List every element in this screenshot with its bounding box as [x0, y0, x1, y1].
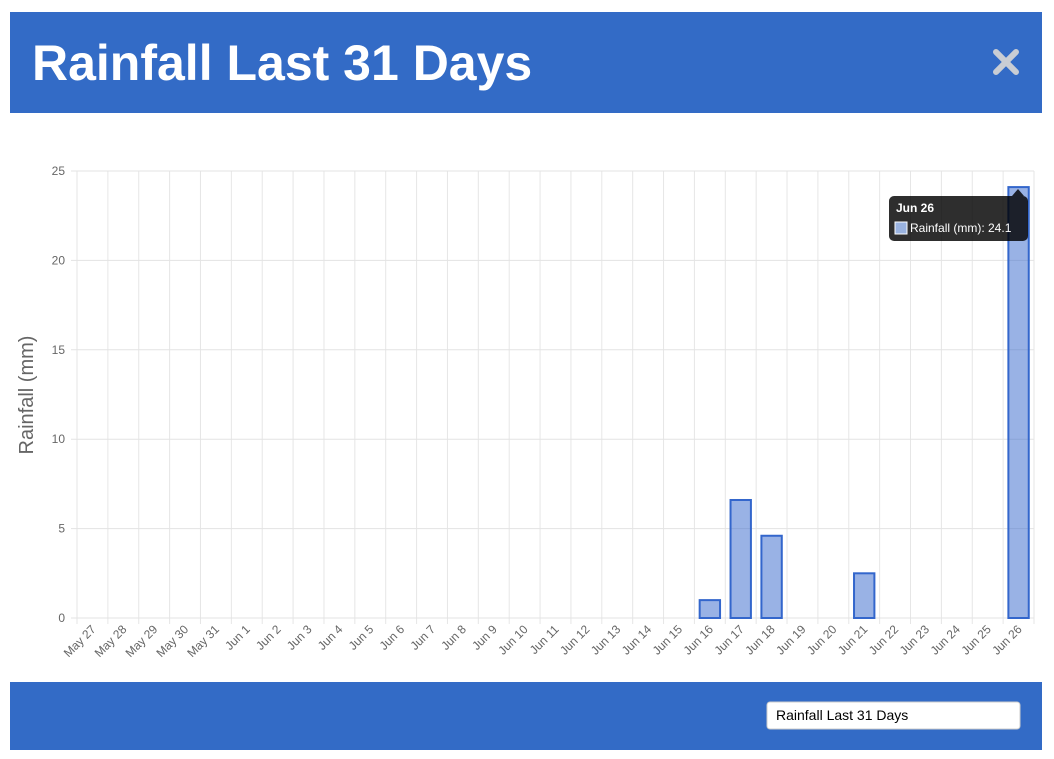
- y-tick-label: 0: [58, 611, 65, 625]
- chart-area: [10, 113, 1042, 682]
- modal-title: Rainfall Last 31 Days: [32, 35, 532, 91]
- y-tick-label: 5: [58, 522, 65, 536]
- bar: [698, 599, 722, 619]
- bar: [853, 572, 876, 619]
- y-axis-label: Rainfall (mm): [16, 336, 38, 455]
- header-bar: [10, 12, 1042, 113]
- tooltip-label: Rainfall (mm): 24.1: [910, 221, 1012, 235]
- close-button[interactable]: [993, 49, 1019, 75]
- y-tick-label: 10: [52, 432, 66, 446]
- bar: [729, 498, 752, 620]
- chart-select[interactable]: Rainfall Last 31 Days: [766, 701, 1021, 730]
- bar: [760, 534, 783, 620]
- bar: [1007, 186, 1030, 619]
- y-tick-label: 20: [52, 253, 66, 267]
- select-text: Rainfall Last 31 Days: [776, 707, 908, 723]
- y-tick-label: 15: [52, 343, 66, 357]
- y-tick-label: 25: [52, 164, 66, 178]
- tooltip: Jun 26 Rainfall (mm): 24.1: [889, 189, 1028, 241]
- tooltip-title: Jun 26: [896, 201, 934, 215]
